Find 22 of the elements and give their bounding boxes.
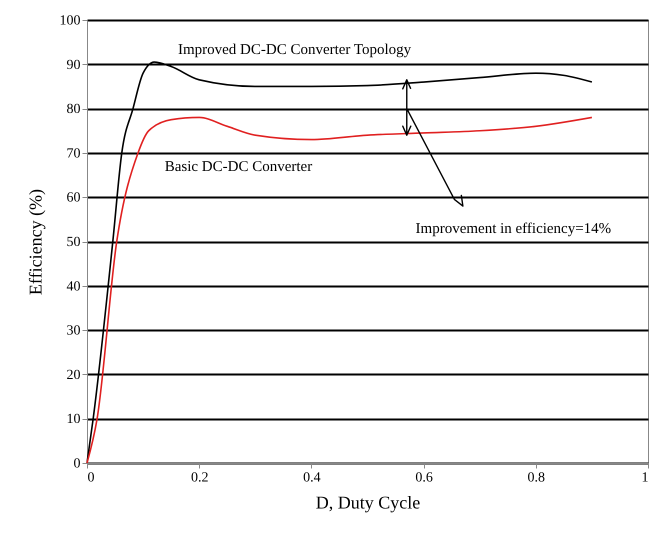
y-tick-label: 100 — [60, 14, 80, 28]
x-axis-title: D, Duty Cycle — [316, 492, 420, 512]
x-tick-label: 0 — [88, 470, 94, 486]
y-tick-label: 40 — [66, 279, 80, 294]
x-tick-label: 0.6 — [415, 470, 433, 486]
y-tick-label: 20 — [66, 368, 80, 383]
x-tick-label: 0.2 — [190, 470, 208, 486]
y-tick-label: 10 — [66, 412, 80, 428]
y-tick-label: 70 — [66, 146, 80, 162]
x-tick-label: 0.8 — [528, 470, 546, 486]
series-label: Basic DC-DC Converter — [164, 159, 312, 176]
y-tick-label: 50 — [66, 235, 80, 250]
y-tick-label: 60 — [66, 190, 80, 206]
y-tick-label: 90 — [66, 58, 80, 73]
y-tick-label: 30 — [66, 324, 80, 339]
y-tick-label: 0 — [74, 456, 80, 472]
x-tick-label: 0.4 — [303, 470, 321, 486]
annotation: Improvement in efficiency=14% — [416, 221, 612, 238]
y-axis-title: Efficiency (%) — [26, 188, 46, 296]
y-tick-label: 80 — [66, 102, 80, 118]
x-tick-label: 1 — [642, 470, 648, 486]
series-label: Improved DC-DC Converter Topology — [178, 42, 412, 58]
